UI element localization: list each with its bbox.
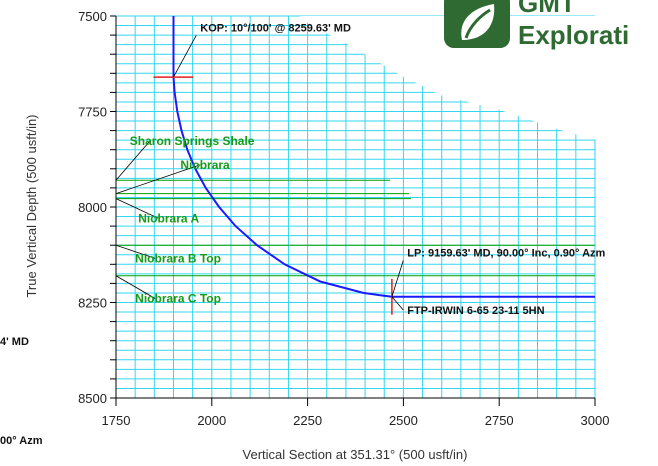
x-tick-label: 2000 (197, 413, 226, 428)
trajectory-line (172, 16, 595, 298)
leaf-icon-inner (464, 8, 491, 39)
formation-label: Niobrara (180, 158, 230, 172)
y-tick-label: 7500 (78, 9, 107, 24)
y-tick-label: 7750 (78, 105, 107, 120)
annotation-label: FTP-IRWIN 6-65 23-11 5HN (407, 305, 544, 317)
x-axis-label: Vertical Section at 351.31° (500 usft/in… (243, 447, 468, 462)
grid (115, 15, 596, 399)
y-tick-label: 8500 (78, 391, 107, 406)
x-tick-label: 3000 (581, 413, 610, 428)
plot-frame (110, 15, 596, 406)
company-logo: GMT Explorati (444, 0, 629, 50)
x-tick-label: 2250 (293, 413, 322, 428)
y-axis-label: True Vertical Depth (500 usft/in) (24, 114, 39, 297)
y-tick-label: 8000 (78, 200, 107, 215)
formation-label: Niobrara A (138, 211, 199, 225)
logo-text-line1: GMT (518, 0, 576, 18)
formation-label: Niobrara C Top (135, 292, 221, 306)
logo-text-line2: Explorati (518, 20, 629, 50)
annotation-leader-line (391, 260, 404, 297)
annotations: Sharon Springs Shale Niobrara Niobrara A Ni… (115, 22, 606, 317)
formation-leader-line (115, 198, 159, 219)
annotation-leader-line (391, 296, 404, 311)
annotation-label: KOP: 10°/100' @ 8259.63' MD (200, 22, 351, 34)
y-tick-label: 8250 (78, 296, 107, 311)
formation-leader-line (115, 164, 201, 195)
grid-mask-area (300, 16, 597, 140)
x-tick-label: 2500 (389, 413, 418, 428)
formation-leader-line (115, 275, 156, 299)
formation-label: Niobrara B Top (135, 251, 221, 265)
x-tick-label: 1750 (102, 413, 131, 428)
clipped-annotation-text: 4' MD (0, 336, 29, 348)
formation-leader-line (115, 244, 156, 259)
grid-mask (300, 16, 597, 140)
formation-lines (116, 179, 595, 277)
tick-labels: 1750 2000 2250 2500 2750 3000 7500 7750 8000 8250… (78, 9, 609, 428)
formation-label: Sharon Springs Shale (130, 134, 255, 148)
x-tick-label: 2750 (485, 413, 514, 428)
formation-leader-line (115, 140, 151, 181)
clipped-annotation-text: 00° Azm (0, 435, 43, 447)
annotation-leader-line (173, 35, 197, 78)
annotation-label: LP: 9159.63' MD, 90.00° Inc, 0.90° Azm (407, 248, 605, 260)
trajectory-series (172, 16, 595, 298)
